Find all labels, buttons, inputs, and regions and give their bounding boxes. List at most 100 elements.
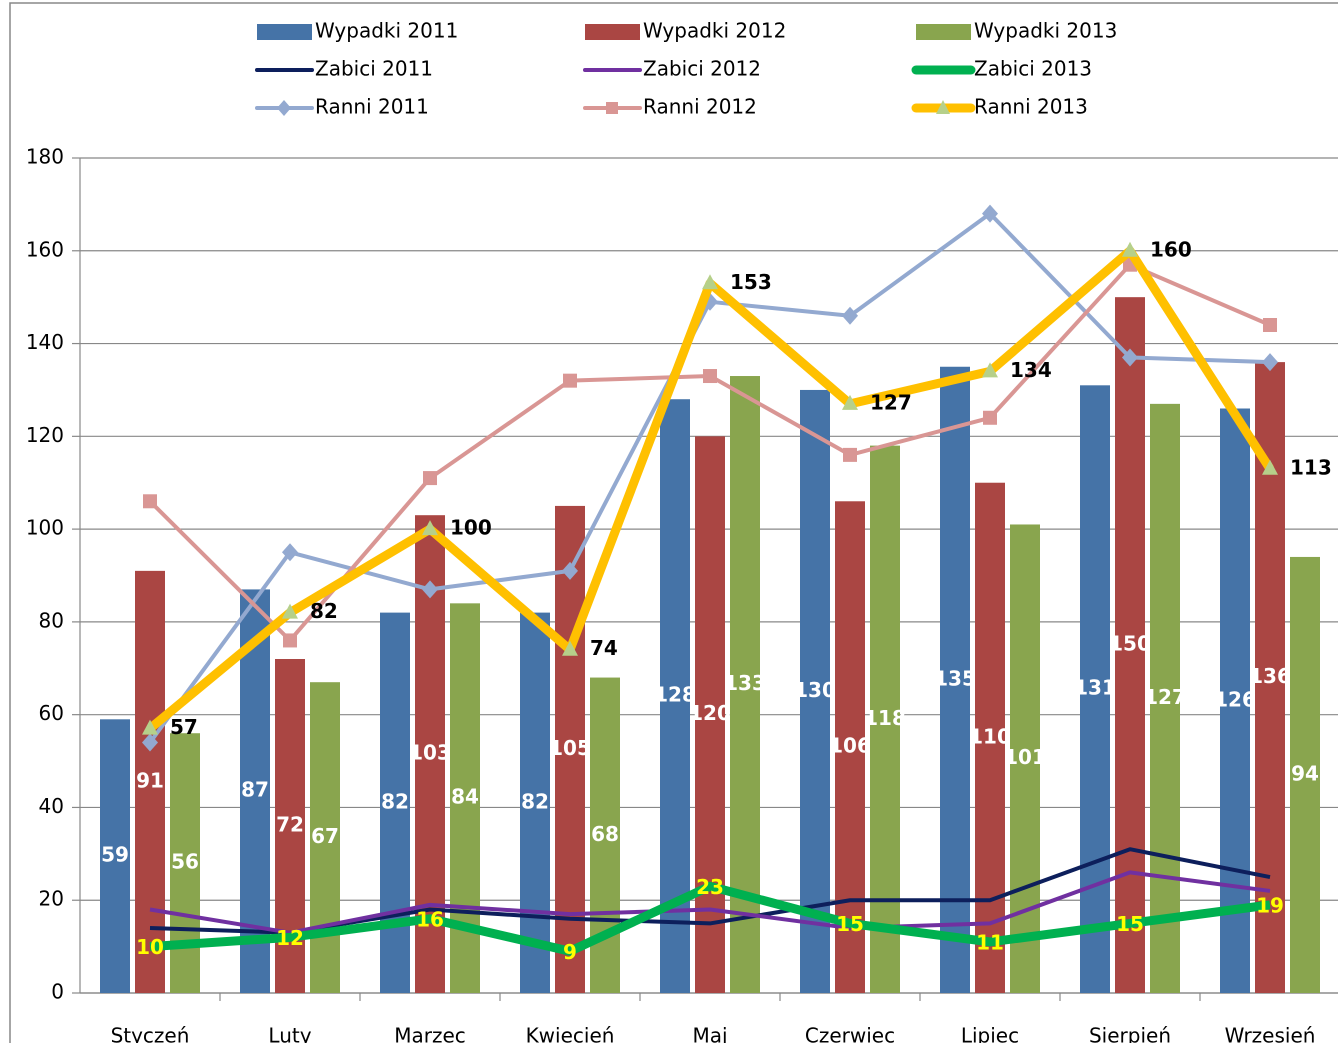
data-label: 94 [1291, 761, 1319, 785]
marker [422, 580, 438, 599]
data-label: 101 [1004, 745, 1046, 769]
legend-marker [277, 100, 291, 116]
marker [282, 603, 298, 619]
marker [282, 543, 298, 562]
marker [703, 369, 717, 384]
data-label: 110 [969, 724, 1011, 748]
marker [1262, 459, 1278, 475]
legend-label: Wypadki 2012 [643, 19, 786, 43]
bar [520, 612, 550, 993]
x-tick-label: Maj [692, 1024, 727, 1043]
data-label: 127 [870, 390, 912, 414]
data-label: 135 [934, 666, 976, 690]
data-label: 120 [689, 701, 731, 725]
bar [135, 570, 165, 993]
y-tick-label: 0 [51, 980, 64, 1004]
bar [695, 436, 725, 993]
data-label: 15 [836, 912, 864, 936]
bar [940, 366, 970, 993]
marker [982, 204, 998, 223]
marker [1122, 348, 1138, 367]
marker [423, 471, 437, 486]
data-label: 127 [1144, 685, 1186, 709]
marker [702, 274, 718, 290]
legend-label: Ranni 2013 [974, 95, 1088, 119]
data-label: 136 [1249, 664, 1291, 688]
data-label: 131 [1074, 676, 1116, 700]
data-label: 133 [724, 671, 766, 695]
data-label: 106 [829, 734, 871, 758]
marker [1263, 318, 1277, 332]
data-label: 150 [1109, 632, 1151, 656]
bar [1220, 408, 1250, 993]
legend-label: Zabici 2012 [643, 57, 761, 81]
y-tick-label: 180 [26, 145, 64, 169]
marker [143, 494, 157, 509]
legend-marker [936, 100, 950, 114]
y-tick-label: 160 [26, 237, 64, 261]
x-tick-label: Marzec [394, 1024, 466, 1043]
marker [842, 394, 858, 410]
x-tick-label: Wrzesień [1225, 1024, 1316, 1043]
line [149, 881, 1271, 956]
data-label: 16 [416, 907, 444, 931]
data-label: 56 [171, 850, 199, 874]
bar [100, 719, 130, 993]
y-tick-label: 120 [26, 423, 64, 447]
data-label: 68 [591, 822, 619, 846]
y-tick-label: 80 [39, 608, 64, 632]
data-label: 128 [654, 683, 696, 707]
data-label: 11 [976, 930, 1004, 954]
x-tick-label: Luty [268, 1024, 311, 1043]
data-label: 105 [549, 736, 591, 760]
data-label: 82 [381, 789, 409, 813]
bar [835, 501, 865, 993]
marker [563, 373, 577, 388]
legend-label: Wypadki 2013 [974, 19, 1117, 43]
marker [1122, 241, 1138, 257]
data-label: 126 [1214, 687, 1256, 711]
data-label: 19 [1256, 893, 1284, 917]
marker [142, 733, 158, 752]
legend-label: Wypadki 2011 [315, 19, 458, 43]
data-label: 160 [1150, 237, 1192, 261]
legend-swatch [257, 24, 312, 40]
data-label: 15 [1116, 912, 1144, 936]
data-label: 67 [311, 824, 339, 848]
data-label: 82 [310, 599, 338, 623]
legend-label: Zabici 2013 [974, 57, 1092, 81]
marker [562, 640, 578, 656]
bar [1080, 385, 1110, 993]
marker [422, 520, 438, 536]
data-label: 72 [276, 813, 304, 837]
marker [842, 306, 858, 325]
y-tick-label: 100 [26, 516, 64, 540]
marker [983, 410, 997, 425]
legend-label: Zabici 2011 [315, 57, 433, 81]
x-tick-label: Czerwiec [805, 1024, 895, 1043]
data-label: 103 [409, 741, 451, 765]
y-tick-label: 20 [39, 887, 64, 911]
bar [975, 482, 1005, 993]
data-label: 84 [451, 785, 479, 809]
bar [1150, 403, 1180, 994]
marker [843, 447, 857, 462]
marker [562, 561, 578, 580]
data-label: 23 [696, 875, 724, 899]
data-label: 118 [864, 706, 906, 730]
data-label: 82 [521, 789, 549, 813]
data-label: 100 [450, 516, 492, 540]
legend-label: Ranni 2012 [643, 95, 757, 119]
data-label: 74 [590, 636, 618, 660]
x-tick-label: Kwiecień [526, 1024, 615, 1043]
data-label: 87 [241, 778, 269, 802]
marker [982, 362, 998, 378]
bar [1290, 556, 1320, 993]
data-label: 59 [101, 843, 129, 867]
legend-swatch [585, 24, 640, 40]
legend-label: Ranni 2011 [315, 95, 429, 119]
data-label: 10 [136, 935, 164, 959]
bar [170, 733, 200, 993]
data-label: 9 [563, 940, 577, 964]
